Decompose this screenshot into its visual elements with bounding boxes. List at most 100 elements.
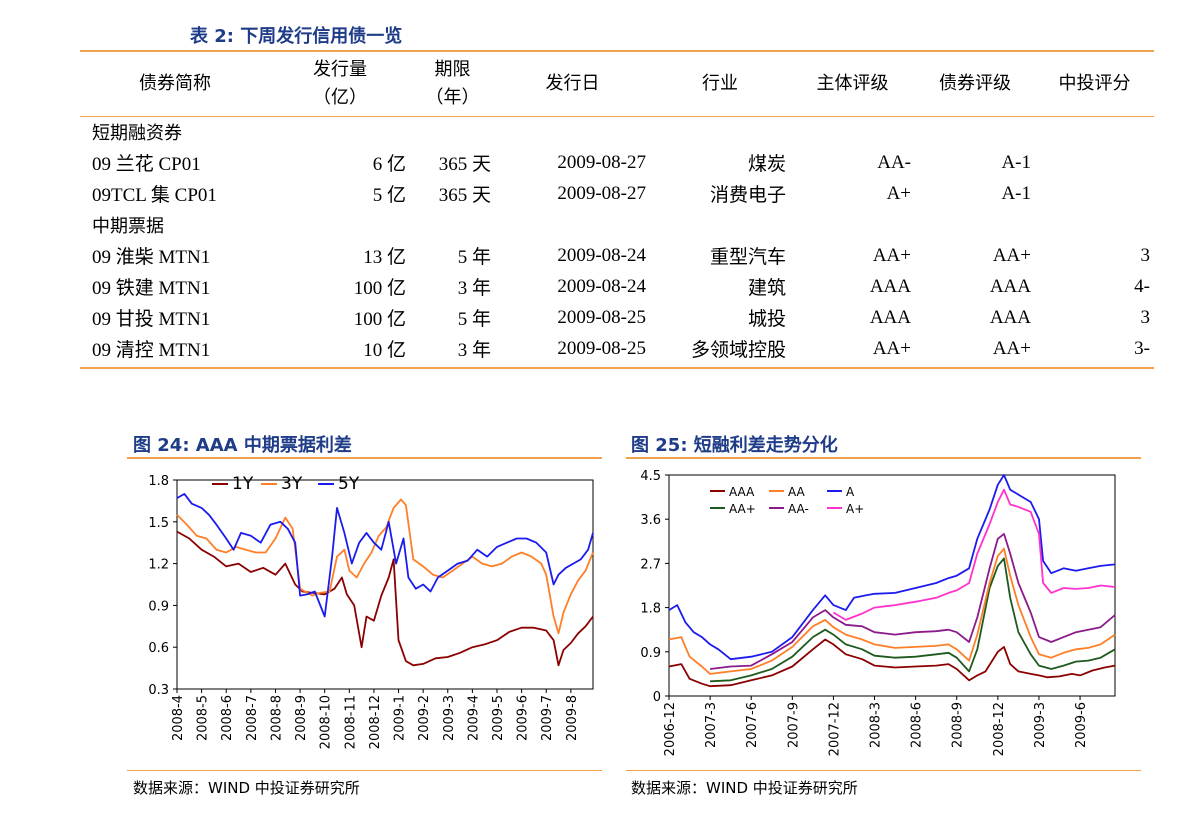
cell-industry: 消费电子 [709,185,786,206]
series-line-AA- [709,533,1116,670]
cell-amount: 13 亿 [363,247,406,268]
header-bond-rating: 债券评级 [939,73,1011,94]
legend-label: AA [788,485,806,499]
cell-name: 09 兰花 CP01 [92,154,201,175]
cell-issuer-rating: A+ [886,182,911,204]
x-tick-label: 2008-12 [368,695,383,749]
cell-date: 2009-08-27 [557,182,646,204]
series-line-A+ [832,488,1116,621]
cell-industry: 煤炭 [747,154,786,175]
cell-date: 2009-08-24 [557,275,646,297]
y-tick-label: 1.5 [148,516,169,531]
plot-frame [668,474,1116,697]
x-tick-label: 2008-10 [319,695,334,749]
cell-score [1035,147,1154,178]
cell-term: 365 天 [438,154,491,175]
table-top-rule [80,50,1154,52]
cell-term: 3 年 [457,340,491,361]
cell-amount: 6 亿 [372,154,406,175]
x-tick-label: 2007-3 [704,702,719,748]
fig24-source: 数据来源：WIND 中投证券研究所 [133,779,360,797]
y-tick-label: 1.2 [148,558,169,573]
cell-amount: 100 亿 [353,278,406,299]
series-line-AA [668,547,1116,675]
x-tick-label: 2009-2 [417,695,432,741]
cell-amount: 10 亿 [363,340,406,361]
table-header-rule [80,116,1154,117]
table-row: 09 淮柴 MTN1 13 亿 5 年 2009-08-24 重型汽车 AA+ AA+ 3 [80,240,1154,271]
y-tick-label: 0.6 [148,641,169,656]
cell-issuer-rating: AA- [877,151,911,173]
x-tick-label: 2009-6 [1074,702,1089,748]
y-tick-label: 0 [653,690,661,705]
x-tick-label: 2009-1 [393,695,408,741]
section-row: 短期融资券 [80,116,1154,147]
x-tick-label: 2008-4 [171,695,186,741]
section-label: 中期票据 [92,215,164,237]
series-line-AA+ [710,557,1116,683]
cell-industry: 重型汽车 [709,247,786,268]
cell-date: 2009-08-24 [557,244,646,266]
cell-date: 2009-08-25 [557,337,646,359]
x-tick-label: 2009-5 [491,695,506,741]
y-tick-label: 3.6 [640,513,661,528]
legend-label: 3Y [281,474,303,494]
x-tick-label: 2009-3 [1033,702,1048,748]
cell-bond-rating: A-1 [1001,182,1031,204]
cell-term: 365 天 [438,185,491,206]
x-tick-label: 2007-6 [745,702,760,748]
cell-bond-rating: AA+ [992,337,1031,359]
header-amount: 发行量 （亿） [313,59,367,108]
cell-issuer-rating: AA+ [872,244,911,266]
cell-issuer-rating: AAA [869,306,911,328]
header-industry: 行业 [702,73,738,94]
series-line-5Y [176,493,594,618]
cell-name: 09 铁建 MTN1 [92,278,211,299]
cell-bond-rating: AAA [989,275,1031,297]
section-label: 短期融资券 [92,122,182,144]
table-row: 09 甘投 MTN1 100 亿 5 年 2009-08-25 城投 AAA AAA 3 [80,302,1154,333]
x-tick-label: 2008-6 [910,702,925,748]
table-bottom-rule [80,367,1154,369]
header-date: 发行日 [545,73,600,94]
fig25-title: 图 25: 短融利差走势分化 [631,435,838,456]
legend-label: 1Y [232,474,254,494]
y-tick-label: 1.8 [148,474,169,489]
fig24-title: 图 24: AAA 中期票据利差 [133,435,352,456]
x-tick-label: 2007-9 [786,702,801,748]
cell-score: 4- [1134,275,1150,297]
series-line-A [668,474,1116,661]
cell-name: 09 甘投 MTN1 [92,309,211,330]
cell-term: 5 年 [457,247,491,268]
series-line-1Y [176,530,594,667]
legend-label: A+ [846,502,864,516]
table-row: 09 铁建 MTN1 100 亿 3 年 2009-08-24 建筑 AAA AAA 4- [80,271,1154,302]
cell-bond-rating: A-1 [1001,151,1031,173]
x-tick-label: 2007-12 [827,702,842,756]
cell-score: 3- [1134,337,1150,359]
fig24-bottom-rule [127,770,602,771]
cell-date: 2009-08-25 [557,306,646,328]
legend-label: AA- [788,502,809,516]
legend-label: A [846,485,855,499]
legend-label: 5Y [338,474,360,494]
fig24-top-rule [127,457,602,459]
cell-date: 2009-08-27 [557,151,646,173]
cell-industry: 多领域控股 [690,340,786,361]
x-tick-label: 2008-5 [196,695,211,741]
cell-name: 09TCL 集 CP01 [92,185,217,206]
table-row: 09 兰花 CP01 6 亿 365 天 2009-08-27 煤炭 AA- A-1 [80,147,1154,178]
header-name: 债券简称 [139,73,211,94]
x-tick-label: 2008-6 [220,695,235,741]
cell-name: 09 清控 MTN1 [92,340,211,361]
x-tick-label: 2009-7 [540,695,555,741]
cell-amount: 5 亿 [372,185,406,206]
plot-frame [176,479,594,690]
y-tick-label: 2.7 [640,557,661,572]
fig25-source: 数据来源：WIND 中投证券研究所 [631,779,858,797]
y-tick-label: 0.9 [640,646,661,661]
bond-issuance-table: 债券简称 发行量 （亿） 期限 （年） 发行日 行业 主体评级 债券评级 中投评分 短期融资券… [80,52,1154,364]
cell-industry: 城投 [747,309,786,330]
fig24-line-chart: 0.3 0.6 0.9 1.2 1.5 1.8 2008-4 2008-5 2008-6 2008… [148,474,594,749]
x-tick-label: 2008-9 [951,702,966,748]
